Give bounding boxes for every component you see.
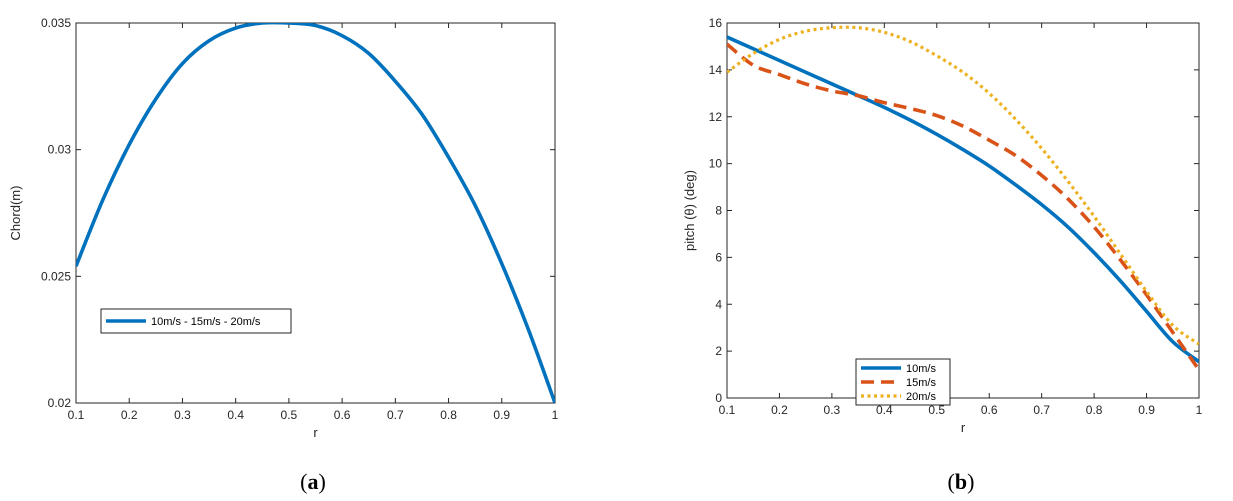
panel-caption: (a) (300, 469, 326, 494)
y-tick-label: 6 (715, 250, 722, 264)
x-tick-label: 0.9 (1138, 403, 1155, 417)
x-tick-label: 0.3 (824, 403, 841, 417)
y-tick-label: 0.035 (41, 16, 71, 30)
panel-caption-close: ) (319, 469, 326, 494)
x-tick-label: 0.5 (281, 408, 298, 422)
x-tick-label: 0.1 (68, 408, 85, 422)
x-tick-label: 0.6 (981, 403, 998, 417)
legend-label: 10m/s - 15m/s - 20m/s (151, 316, 261, 328)
legend: 10m/s - 15m/s - 20m/s (100, 308, 292, 334)
x-tick-label: 0.4 (227, 408, 244, 422)
x-tick-label: 0.1 (719, 403, 736, 417)
y-tick-label: 0.02 (48, 396, 72, 410)
y-tick-label: 2 (715, 344, 722, 358)
panel-caption-open: ( (948, 469, 955, 494)
panel-caption-close: ) (967, 469, 974, 494)
y-tick-label: 8 (715, 204, 722, 218)
y-tick-label: 4 (715, 297, 722, 311)
x-tick-label: 0.8 (440, 408, 457, 422)
series-line-10m-s-15m-s-20m-s (76, 23, 555, 403)
legend-label: 15m/s (906, 377, 936, 389)
x-tick-label: 0.7 (1033, 403, 1050, 417)
series-group (76, 23, 555, 403)
y-tick-label: 10 (709, 157, 723, 171)
x-tick-label: 0.3 (174, 408, 191, 422)
y-tick-label: 12 (709, 110, 723, 124)
y-tick-label: 14 (709, 63, 723, 77)
y-tick-label: 0.03 (48, 143, 72, 157)
chart-panel-a: 0.1 0.2 0.3 0.4 0.5 0.6 0.7 0.8 0.9 1 0.02 0.025 0.0… (8, 16, 559, 494)
series-group (727, 25, 1199, 371)
y-tick-label: 0 (715, 391, 722, 405)
x-tick-label: 0.7 (387, 408, 404, 422)
x-tick-label: 0.2 (771, 403, 788, 417)
x-tick-label: 0.4 (876, 403, 893, 417)
x-tick-label: 0.2 (121, 408, 138, 422)
panel-caption-open: ( (300, 469, 307, 494)
x-tick-label: 0.5 (928, 403, 945, 417)
x-tick-label: 1 (552, 408, 559, 422)
axes-box (726, 22, 1200, 399)
legend-label: 10m/s (906, 363, 936, 375)
series-line-10m-s (727, 35, 1199, 364)
y-axis-label: Chord(m) (8, 186, 23, 241)
y-tick-label: 0.025 (41, 269, 71, 283)
y-axis-label: pitch (θ) (deg) (682, 170, 697, 251)
x-axis-label: r (961, 420, 966, 435)
series-line-15m-s (727, 42, 1199, 371)
y-tick-label: 16 (709, 16, 723, 30)
x-tick-label: 1 (1196, 403, 1203, 417)
legend-label: 20m/s (906, 391, 936, 403)
panel-caption-letter: b (955, 469, 967, 494)
x-tick-label: 0.9 (493, 408, 510, 422)
x-tick-label: 0.6 (334, 408, 351, 422)
x-tick-label: 0.8 (1086, 403, 1103, 417)
x-axis-label: r (313, 425, 318, 440)
panel-caption: (b) (948, 469, 975, 494)
legend: 10m/s 15m/s 20m/s (855, 358, 951, 406)
axes-box (75, 22, 556, 404)
panel-caption-letter: a (308, 469, 319, 494)
chart-panel-b: 0.1 0.2 0.3 0.4 0.5 0.6 0.7 0.8 0.9 1024681012141… (682, 16, 1203, 494)
